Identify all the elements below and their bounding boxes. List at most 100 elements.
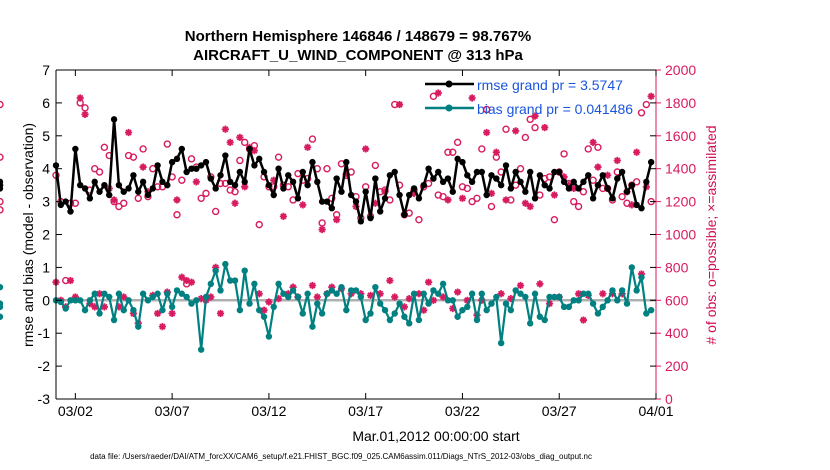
obs-assimilated-marker <box>260 306 268 314</box>
obs-assimilated-marker <box>483 128 491 137</box>
bias-point <box>159 306 166 314</box>
bias-point <box>643 310 650 317</box>
bias-point <box>347 287 355 294</box>
obs-assimilated-marker <box>541 123 549 132</box>
right-tick-label: 1600 <box>665 128 696 144</box>
left-axis-ticks: -3 -2 -1 0 1 2 3 4 5 6 7 <box>38 62 656 407</box>
obs-assimilated-marker <box>434 89 442 97</box>
bias-point <box>328 287 336 294</box>
bias-point <box>401 313 408 320</box>
rmse-point <box>241 178 248 186</box>
rmse-point <box>246 145 253 153</box>
rmse-point <box>338 188 345 195</box>
bias-point <box>318 310 326 317</box>
obs-possible-marker <box>618 192 626 201</box>
obs-assimilated-marker <box>362 145 370 153</box>
rmse-point <box>76 181 84 189</box>
rmse-point <box>502 162 510 169</box>
rmse-point <box>618 168 626 176</box>
bias-point <box>459 306 466 314</box>
obs-assimilated-marker <box>526 202 534 211</box>
bias-point <box>251 280 258 288</box>
left-tick-label: 1 <box>42 259 50 275</box>
bias-point <box>0 313 4 320</box>
legend-rmse-label: rmse grand pr = 3.5747 <box>477 77 623 93</box>
chart-title: Northern Hemisphere 146846 / 148679 = 98… <box>185 28 531 45</box>
obs-assimilated-marker <box>318 225 326 234</box>
obs-possible-marker <box>129 153 138 161</box>
obs-assimilated-marker <box>154 309 162 318</box>
rmse-point <box>589 195 597 202</box>
right-tick-label: 600 <box>665 292 689 308</box>
left-tick-label: 5 <box>42 128 50 144</box>
right-tick-label: 800 <box>665 259 689 275</box>
rmse-point <box>565 185 573 192</box>
rmse-point <box>483 191 490 199</box>
bias-point <box>110 316 118 324</box>
obs-assimilated-marker <box>410 189 418 197</box>
x-tick-label: 03/02 <box>58 403 93 419</box>
obs-possible-marker <box>632 178 641 186</box>
rmse-point <box>289 178 297 186</box>
bias-point <box>575 297 582 304</box>
axes <box>55 69 657 400</box>
bias-point <box>628 264 636 271</box>
rmse-point <box>609 195 616 202</box>
obs-possible-marker <box>478 145 486 153</box>
bias-point <box>618 287 626 294</box>
obs-assimilated-marker <box>71 293 79 301</box>
bias-point <box>323 290 331 297</box>
obs-assimilated-marker <box>599 290 607 298</box>
obs-assimilated-marker <box>487 189 496 197</box>
obs-possible-marker <box>323 164 331 173</box>
rmse-point <box>256 155 263 163</box>
rmse-point <box>488 172 495 179</box>
bias-point <box>517 290 524 297</box>
bias-point <box>81 306 89 314</box>
obs-possible-marker <box>487 202 496 211</box>
rmse-point <box>628 181 636 189</box>
bias-point <box>478 290 486 297</box>
bias-point <box>231 277 239 284</box>
rmse-point <box>217 172 224 179</box>
rmse-point <box>386 172 394 179</box>
bias-point <box>120 306 127 314</box>
obs-assimilated-marker <box>444 196 452 204</box>
bias-point <box>154 290 161 297</box>
rmse-point <box>439 178 447 186</box>
obs-assimilated-marker <box>178 273 186 281</box>
rmse-point <box>299 168 306 176</box>
obs-assimilated-marker <box>313 293 321 301</box>
right-tick-label: 0 <box>665 391 673 407</box>
rmse-point <box>435 168 442 176</box>
right-tick-label: 1000 <box>665 227 696 243</box>
rmse-point <box>623 188 631 195</box>
obs-assimilated-marker <box>386 276 394 285</box>
rmse-point <box>536 172 544 179</box>
obs-assimilated-marker <box>516 281 525 290</box>
bias-point <box>96 310 103 317</box>
obs-assimilated-marker <box>570 184 578 193</box>
obs-possible-marker <box>453 138 462 147</box>
obs-possible-marker <box>163 140 171 148</box>
rmse-point <box>164 181 171 189</box>
bias-point <box>144 297 152 304</box>
left-tick-label: -3 <box>38 391 51 407</box>
x-tick-label: 03/07 <box>155 403 190 419</box>
obs-assimilated-marker <box>95 290 104 298</box>
bias-point <box>449 297 456 304</box>
bias-point <box>420 290 427 297</box>
obs-assimilated-marker <box>250 147 258 155</box>
rmse-point <box>633 201 640 209</box>
obs-possible-marker <box>91 164 99 173</box>
obs-assimilated-marker <box>357 290 365 298</box>
bias-point <box>536 313 544 320</box>
rmse-point <box>226 178 234 186</box>
obs-assimilated-marker <box>502 196 510 204</box>
bias-point <box>638 274 645 281</box>
bias-point <box>260 313 268 320</box>
rmse-point <box>222 152 229 159</box>
obs-possible-marker <box>197 194 205 203</box>
legend-bias-marker <box>445 104 453 112</box>
bias-point <box>570 297 577 304</box>
